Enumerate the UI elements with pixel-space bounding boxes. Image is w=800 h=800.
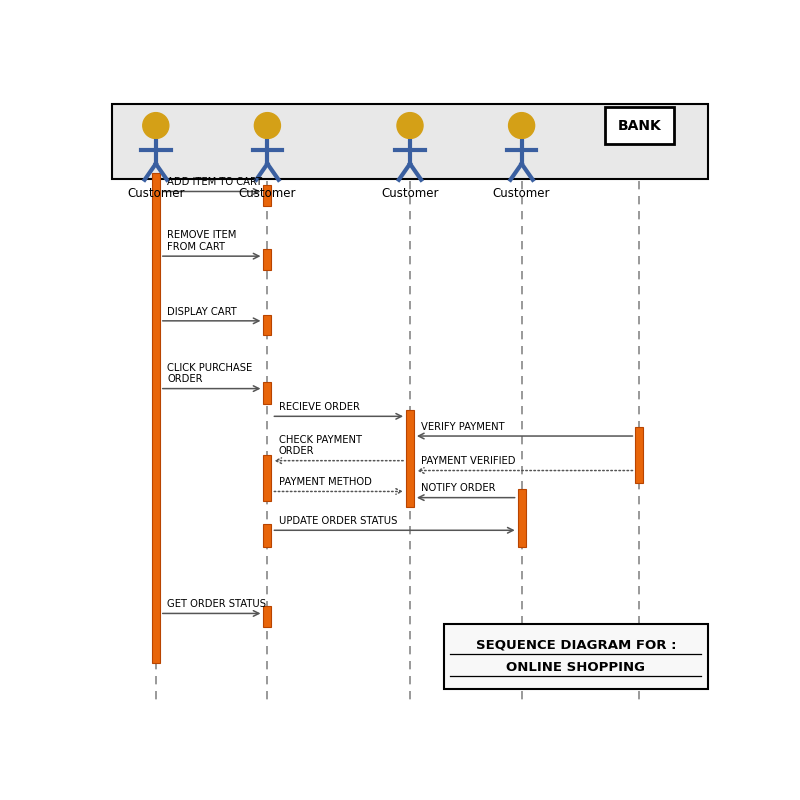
Text: UPDATE ORDER STATUS: UPDATE ORDER STATUS: [279, 516, 398, 526]
Bar: [406, 410, 414, 507]
Bar: [263, 186, 271, 206]
Bar: [606, 107, 674, 144]
Bar: [152, 173, 160, 662]
Bar: [263, 524, 271, 547]
Circle shape: [397, 113, 423, 138]
Text: GET ORDER STATUS: GET ORDER STATUS: [167, 599, 266, 609]
Bar: [518, 489, 526, 547]
Bar: [444, 624, 707, 689]
Text: NOTIFY ORDER: NOTIFY ORDER: [422, 483, 496, 494]
Text: REMOVE ITEM
FROM CART: REMOVE ITEM FROM CART: [167, 230, 237, 252]
Text: Customer: Customer: [238, 187, 296, 200]
Circle shape: [254, 113, 281, 138]
Text: SEQUENCE DIAGRAM FOR :: SEQUENCE DIAGRAM FOR :: [475, 638, 676, 652]
Text: CLICK PURCHASE
ORDER: CLICK PURCHASE ORDER: [167, 362, 253, 384]
Circle shape: [509, 113, 534, 138]
Text: Customer: Customer: [127, 187, 185, 200]
Bar: [263, 382, 271, 404]
Text: DISPLAY CART: DISPLAY CART: [167, 306, 237, 317]
Bar: [263, 454, 271, 502]
Bar: [635, 427, 643, 483]
Bar: [263, 606, 271, 627]
Bar: [112, 104, 707, 179]
Text: PAYMENT VERIFIED: PAYMENT VERIFIED: [422, 456, 516, 466]
Bar: [263, 249, 271, 270]
Text: RECIEVE ORDER: RECIEVE ORDER: [279, 402, 360, 412]
Text: ADD ITEM TO CART: ADD ITEM TO CART: [167, 177, 262, 187]
Text: PAYMENT METHOD: PAYMENT METHOD: [279, 477, 372, 487]
Text: BANK: BANK: [618, 118, 662, 133]
Text: Customer: Customer: [382, 187, 438, 200]
Text: CHECK PAYMENT
ORDER: CHECK PAYMENT ORDER: [279, 434, 362, 456]
Circle shape: [142, 113, 169, 138]
Bar: [263, 314, 271, 335]
Text: Customer: Customer: [493, 187, 550, 200]
Text: ONLINE SHOPPING: ONLINE SHOPPING: [506, 661, 646, 674]
Text: VERIFY PAYMENT: VERIFY PAYMENT: [422, 422, 505, 432]
